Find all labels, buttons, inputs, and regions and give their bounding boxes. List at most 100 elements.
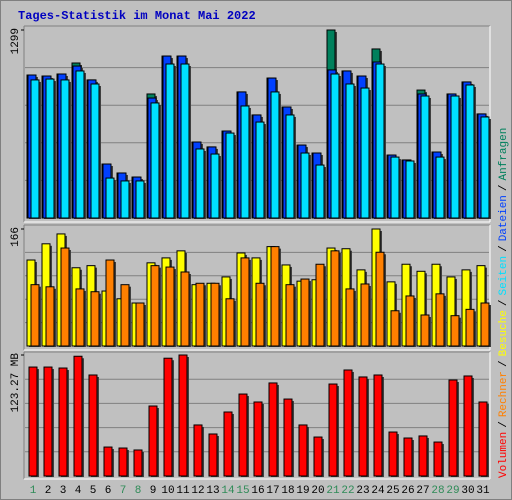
bar	[330, 73, 340, 219]
bar	[270, 246, 280, 347]
bar	[255, 121, 265, 219]
bar	[210, 153, 220, 219]
bar	[420, 95, 430, 219]
bar	[90, 83, 100, 219]
bar	[178, 354, 188, 477]
bar	[403, 437, 413, 477]
bar	[163, 357, 173, 477]
bar	[195, 282, 205, 347]
bar	[105, 259, 115, 347]
bar	[285, 284, 295, 347]
bar	[75, 70, 85, 219]
bar	[315, 164, 325, 219]
bar	[298, 424, 308, 477]
bar	[463, 375, 473, 477]
x-tick-label: 27	[416, 485, 429, 497]
bar	[450, 315, 460, 347]
legend-entry: Rechner	[498, 371, 510, 417]
bar	[360, 87, 370, 219]
legend-entry: Anfragen	[498, 128, 510, 181]
x-tick-label: 16	[251, 485, 264, 497]
bar	[405, 160, 415, 219]
bar	[193, 424, 203, 477]
bar	[180, 63, 190, 219]
x-tick-label: 29	[446, 485, 459, 497]
legend-separator: /	[498, 245, 510, 252]
bar	[45, 286, 55, 347]
chart-title: Tages-Statistik im Monat Mai 2022	[18, 9, 256, 23]
bar	[208, 433, 218, 477]
bar	[118, 447, 128, 477]
x-tick-label: 8	[135, 485, 142, 497]
bar	[343, 369, 353, 477]
bar	[390, 310, 400, 347]
bar	[420, 314, 430, 347]
bar	[480, 116, 490, 219]
bar	[105, 177, 115, 219]
bar	[45, 78, 55, 219]
bar	[210, 282, 220, 347]
bar	[390, 156, 400, 219]
bar	[300, 278, 310, 347]
bar	[30, 284, 40, 347]
bar	[28, 366, 38, 477]
bar	[165, 266, 175, 347]
bar	[148, 405, 158, 477]
x-tick-label: 26	[401, 485, 414, 497]
x-tick-label: 21	[326, 485, 340, 497]
bar	[240, 257, 250, 347]
bar	[418, 435, 428, 477]
x-tick-label: 11	[176, 485, 190, 497]
bar	[30, 79, 40, 219]
bar	[328, 383, 338, 477]
bar	[360, 283, 370, 347]
x-tick-label: 7	[120, 485, 127, 497]
bar	[60, 247, 70, 347]
x-tick-label: 2	[45, 485, 52, 497]
bar	[135, 302, 145, 347]
x-tick-label: 31	[476, 485, 490, 497]
legend-separator: /	[498, 421, 510, 428]
x-tick-label: 28	[431, 485, 444, 497]
bar	[165, 63, 175, 219]
bar	[223, 411, 233, 477]
bar	[75, 288, 85, 347]
bar	[240, 105, 250, 219]
bar	[478, 401, 488, 477]
bar	[60, 79, 70, 219]
x-tick-label: 9	[150, 485, 157, 497]
bar	[270, 91, 280, 219]
bar	[195, 148, 205, 219]
x-tick-label: 19	[296, 485, 309, 497]
x-tick-label: 25	[386, 485, 399, 497]
x-tick-label: 18	[281, 485, 294, 497]
x-tick-label: 13	[206, 485, 219, 497]
legend-entry: Volumen	[498, 432, 510, 478]
bar	[283, 398, 293, 477]
bar	[268, 382, 278, 477]
bar	[330, 250, 340, 347]
bar	[358, 376, 368, 477]
legend: Volumen / Rechner / Besuche / Seiten / Dateien / A…	[498, 128, 510, 478]
x-tick-label: 20	[311, 485, 324, 497]
bar	[255, 282, 265, 347]
x-tick-label: 10	[161, 485, 174, 497]
bar	[435, 293, 445, 347]
bar	[345, 288, 355, 347]
bar	[120, 180, 130, 219]
bar	[180, 271, 190, 347]
x-tick-label: 24	[371, 485, 385, 497]
bar	[43, 366, 53, 477]
bar	[150, 102, 160, 219]
legend-entry: Besuche	[498, 310, 510, 356]
bar	[448, 379, 458, 477]
bar	[375, 63, 385, 219]
bar	[450, 95, 460, 219]
y-tick-label: 166	[10, 227, 22, 247]
x-tick-label: 6	[105, 485, 112, 497]
bar	[388, 431, 398, 477]
legend-separator: /	[498, 184, 510, 191]
x-tick-label: 15	[236, 485, 249, 497]
